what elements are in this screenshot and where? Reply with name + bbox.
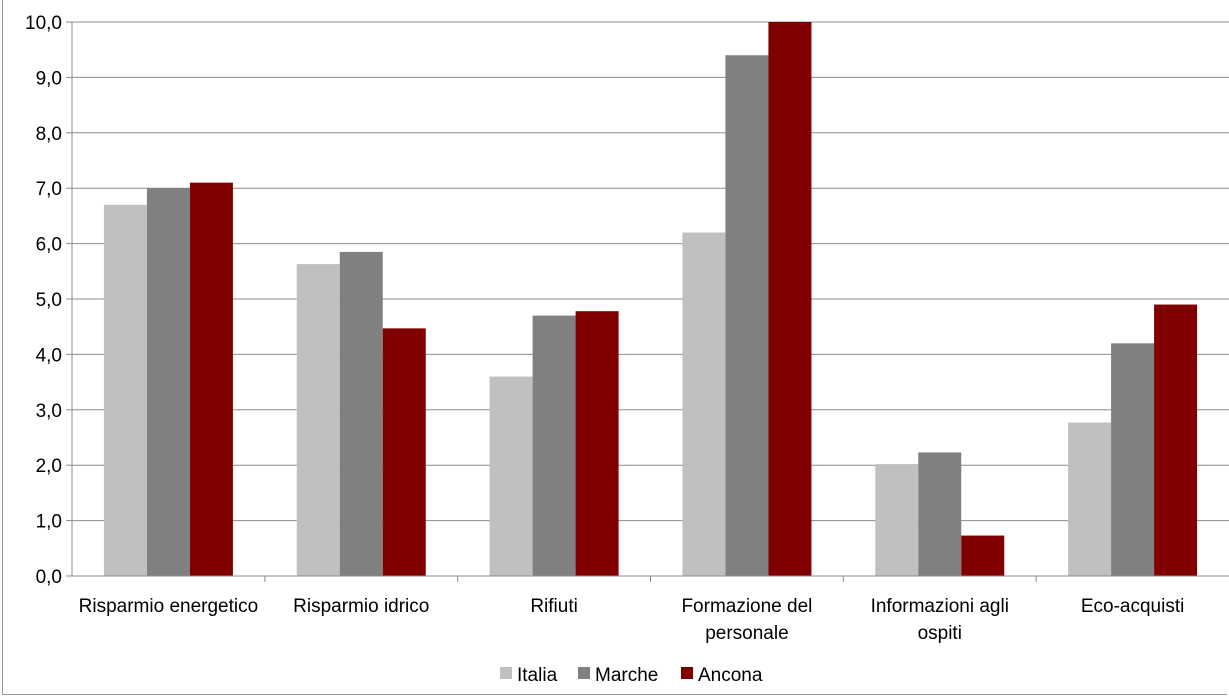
bar-italia — [103, 204, 147, 576]
legend: Italia Marche Ancona — [500, 665, 763, 686]
gridlines — [72, 21, 1229, 522]
x-tick-label: Formazione del — [681, 596, 812, 617]
bar-italia — [1068, 422, 1112, 576]
y-tick-label: 5,0 — [36, 290, 62, 311]
bar-ancona — [575, 311, 619, 576]
x-tick-label: Risparmio energetico — [79, 596, 259, 617]
bar-italia — [682, 232, 726, 576]
bar-marche — [339, 251, 383, 576]
bar-ancona — [382, 328, 426, 576]
y-tick-label: 2,0 — [36, 456, 62, 477]
bar-marche — [532, 315, 576, 576]
legend-label-marche: Marche — [595, 665, 658, 686]
y-tick-label: 1,0 — [36, 512, 62, 533]
bar-ancona — [1154, 304, 1198, 576]
bars — [103, 22, 1198, 577]
bar-marche — [146, 188, 190, 576]
y-tick-label: 7,0 — [36, 179, 62, 200]
legend-swatch-marche — [578, 667, 590, 679]
y-tick-label: 4,0 — [36, 345, 62, 366]
x-tick-label: Risparmio idrico — [293, 596, 429, 617]
bar-marche — [918, 452, 962, 576]
y-tick-label: 6,0 — [36, 235, 62, 256]
x-tick-label: Eco-acquisti — [1081, 596, 1185, 617]
bar-ancona — [189, 182, 233, 576]
x-tick-label: ospiti — [918, 623, 962, 644]
bar-italia — [875, 464, 919, 576]
legend-swatch-italia — [500, 667, 512, 679]
bar-marche — [1111, 343, 1155, 576]
bar-italia — [296, 264, 340, 576]
legend-label-italia: Italia — [517, 665, 558, 686]
x-tick-label: Rifiuti — [530, 596, 578, 617]
y-tick-label: 10,0 — [25, 13, 62, 34]
y-tick-label: 9,0 — [36, 68, 62, 89]
axes: 0,0 1,0 2,0 3,0 4,0 5,0 6,0 7,0 8,0 9,0 10,0 Rispar… — [25, 13, 1229, 644]
bar-ancona — [768, 22, 812, 576]
x-tick-label: Informazioni agli — [871, 596, 1009, 617]
bar-marche — [725, 55, 769, 577]
y-tick-label: 0,0 — [36, 567, 62, 588]
y-tick-label: 8,0 — [36, 124, 62, 145]
bar-italia — [489, 376, 533, 576]
legend-swatch-ancona — [681, 667, 693, 679]
y-tick-label: 3,0 — [36, 401, 62, 422]
bar-ancona — [961, 535, 1005, 576]
legend-label-ancona: Ancona — [698, 665, 763, 686]
x-tick-label: personale — [705, 623, 788, 644]
